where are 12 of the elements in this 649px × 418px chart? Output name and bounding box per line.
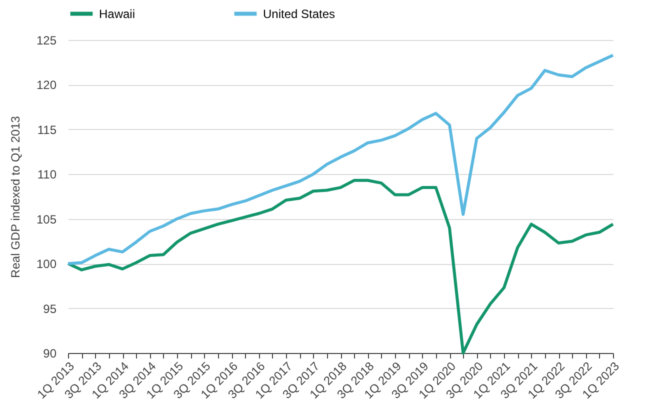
y-axis-title: Real GDP indexed to Q1 2013 — [8, 116, 22, 278]
y-tick-label: 95 — [43, 302, 57, 316]
y-tick-label: 90 — [43, 346, 57, 360]
y-tick-label: 125 — [36, 34, 57, 48]
legend-label: United States — [263, 6, 336, 21]
y-tick-label: 110 — [37, 168, 57, 182]
legend-label: Hawaii — [99, 6, 136, 21]
y-tick-label: 115 — [37, 122, 57, 137]
y-tick-label: 105 — [36, 212, 57, 226]
y-tick-label: 120 — [36, 78, 57, 92]
line-series — [66, 54, 614, 266]
y-tick-label: 100 — [36, 257, 57, 272]
